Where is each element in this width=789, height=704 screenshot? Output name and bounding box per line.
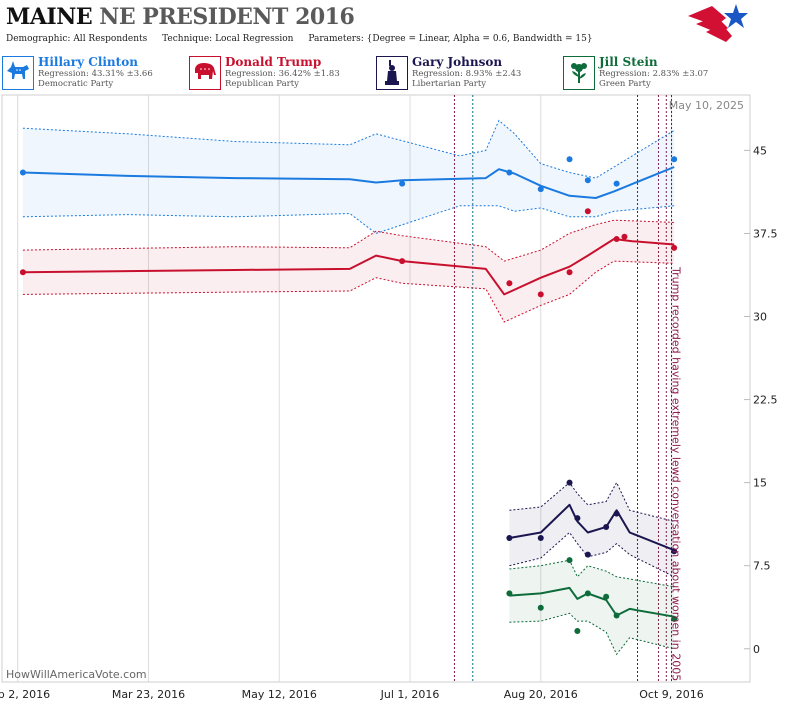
hillary-clinton-poll-point <box>399 180 406 187</box>
y-tick-label: 0 <box>753 643 760 656</box>
legend-party: Republican Party <box>225 79 299 89</box>
hillary-clinton-poll-point <box>566 156 573 163</box>
title-state: MAINE <box>6 4 93 30</box>
candidate-legend: Hillary Clinton Regression: 43.31% ±3.66… <box>0 54 750 92</box>
legend-party: Libertarian Party <box>412 79 487 89</box>
jill-stein-poll-point <box>613 612 620 619</box>
legend-name: Hillary Clinton <box>38 55 138 69</box>
gary-johnson-poll-point <box>537 535 544 542</box>
hillary-clinton-regression-line <box>22 166 675 199</box>
legend-name: Jill Stein <box>599 55 658 69</box>
gary-johnson-poll-point <box>613 510 620 517</box>
hillary-clinton-poll-point <box>671 156 678 163</box>
x-tick-label: Mar 23, 2016 <box>112 688 185 701</box>
x-tick-label: Feb 2, 2016 <box>0 688 50 701</box>
legend-name: Gary Johnson <box>412 55 503 69</box>
legend-name: Donald Trump <box>225 55 322 69</box>
y-tick-label: 37.5 <box>753 227 778 240</box>
gary-johnson-poll-point <box>671 548 678 555</box>
donald-trump-upper-bound <box>22 219 675 262</box>
gary-johnson-poll-point <box>566 479 573 486</box>
donald-trump-poll-point <box>566 269 573 276</box>
legend-item-trump: Donald Trump Regression: 36.42% ±1.83 Re… <box>187 54 373 92</box>
donkey-icon <box>2 56 34 90</box>
y-tick-label: 7.5 <box>753 560 771 573</box>
donald-trump-poll-point <box>537 291 544 298</box>
jill-stein-poll-point <box>584 590 591 597</box>
hillary-clinton-confidence-band <box>22 120 675 234</box>
jill-stein-upper-bound <box>509 559 675 588</box>
date-stamp: May 10, 2025 <box>669 99 744 112</box>
jill-stein-poll-point <box>603 593 610 600</box>
hillary-clinton-poll-point <box>19 169 26 176</box>
y-tick-label: 15 <box>753 477 767 490</box>
event-annotation: Trump recorded having extremely lewd con… <box>669 266 682 681</box>
donald-trump-poll-point <box>584 208 591 215</box>
donald-trump-poll-point <box>671 244 678 251</box>
demographic-label: Demographic: <box>6 34 71 44</box>
donald-trump-poll-point <box>19 269 26 276</box>
gary-johnson-regression-line <box>509 503 675 552</box>
jill-stein-confidence-band <box>509 560 675 655</box>
hillary-clinton-poll-point <box>506 169 513 176</box>
x-tick-label: Aug 20, 2016 <box>504 688 578 701</box>
legend-item-johnson: Gary Johnson Regression: 8.93% ±2.43 Lib… <box>374 54 560 92</box>
legend-party: Democratic Party <box>38 79 114 89</box>
gary-johnson-poll-point <box>506 535 513 542</box>
chart-header: MAINE NE PRESIDENT 2016 Demographic: All… <box>0 0 789 52</box>
elephant-icon <box>189 56 221 90</box>
y-tick-label: 30 <box>753 311 767 324</box>
gary-johnson-poll-point <box>603 523 610 530</box>
y-tick-label: 45 <box>753 144 767 157</box>
gary-johnson-confidence-band <box>509 482 675 577</box>
gary-johnson-upper-bound <box>509 481 675 522</box>
hillary-clinton-upper-bound <box>22 119 675 179</box>
x-tick-label: May 12, 2016 <box>242 688 317 701</box>
chart-title: MAINE NE PRESIDENT 2016 <box>6 4 355 30</box>
donald-trump-poll-point <box>613 235 620 242</box>
hillary-clinton-lower-bound <box>22 205 675 234</box>
liberty-statue-icon <box>376 56 408 90</box>
demographic-value: All Respondents <box>73 34 148 44</box>
watermark: HowWillAmericaVote.com <box>6 668 147 681</box>
plot-frame <box>1 94 751 683</box>
parameters-line: Demographic: All Respondents Technique: … <box>6 34 593 44</box>
donald-trump-lower-bound <box>22 260 675 323</box>
star-flag-logo-icon <box>688 4 748 42</box>
donald-trump-poll-point <box>506 280 513 287</box>
jill-stein-lower-bound <box>509 612 675 656</box>
parameters-value: {Degree = Linear, Alpha = 0.6, Bandwidth… <box>366 34 593 44</box>
green-flower-icon <box>563 56 595 90</box>
jill-stein-poll-point <box>566 557 573 564</box>
hillary-clinton-poll-point <box>537 186 544 193</box>
jill-stein-poll-point <box>574 628 581 635</box>
technique-value: Local Regression <box>215 34 294 44</box>
y-tick-label: 22.5 <box>753 394 778 407</box>
donald-trump-confidence-band <box>22 220 675 322</box>
legend-regression: Regression: 36.42% ±1.83 <box>225 69 340 79</box>
jill-stein-poll-point <box>671 615 678 622</box>
gary-johnson-poll-point <box>574 515 581 522</box>
legend-item-clinton: Hillary Clinton Regression: 43.31% ±3.66… <box>0 54 186 92</box>
technique-label: Technique: <box>162 34 213 44</box>
gary-johnson-poll-point <box>584 551 591 558</box>
legend-regression: Regression: 43.31% ±3.66 <box>38 69 153 79</box>
hillary-clinton-poll-point <box>584 177 591 184</box>
legend-regression: Regression: 8.93% ±2.43 <box>412 69 522 79</box>
legend-item-stein: Jill Stein Regression: 2.83% ±3.07 Green… <box>561 54 747 92</box>
jill-stein-poll-point <box>506 590 513 597</box>
x-tick-label: Oct 9, 2016 <box>639 688 704 701</box>
donald-trump-poll-point <box>621 233 628 240</box>
title-race: NE PRESIDENT 2016 <box>99 4 355 30</box>
hillary-clinton-poll-point <box>613 180 620 187</box>
legend-party: Green Party <box>599 79 651 89</box>
x-tick-label: Jul 1, 2016 <box>380 688 440 701</box>
donald-trump-poll-point <box>399 258 406 265</box>
jill-stein-poll-point <box>537 604 544 611</box>
parameters-label: Parameters: <box>308 34 364 44</box>
legend-regression: Regression: 2.83% ±3.07 <box>599 69 709 79</box>
